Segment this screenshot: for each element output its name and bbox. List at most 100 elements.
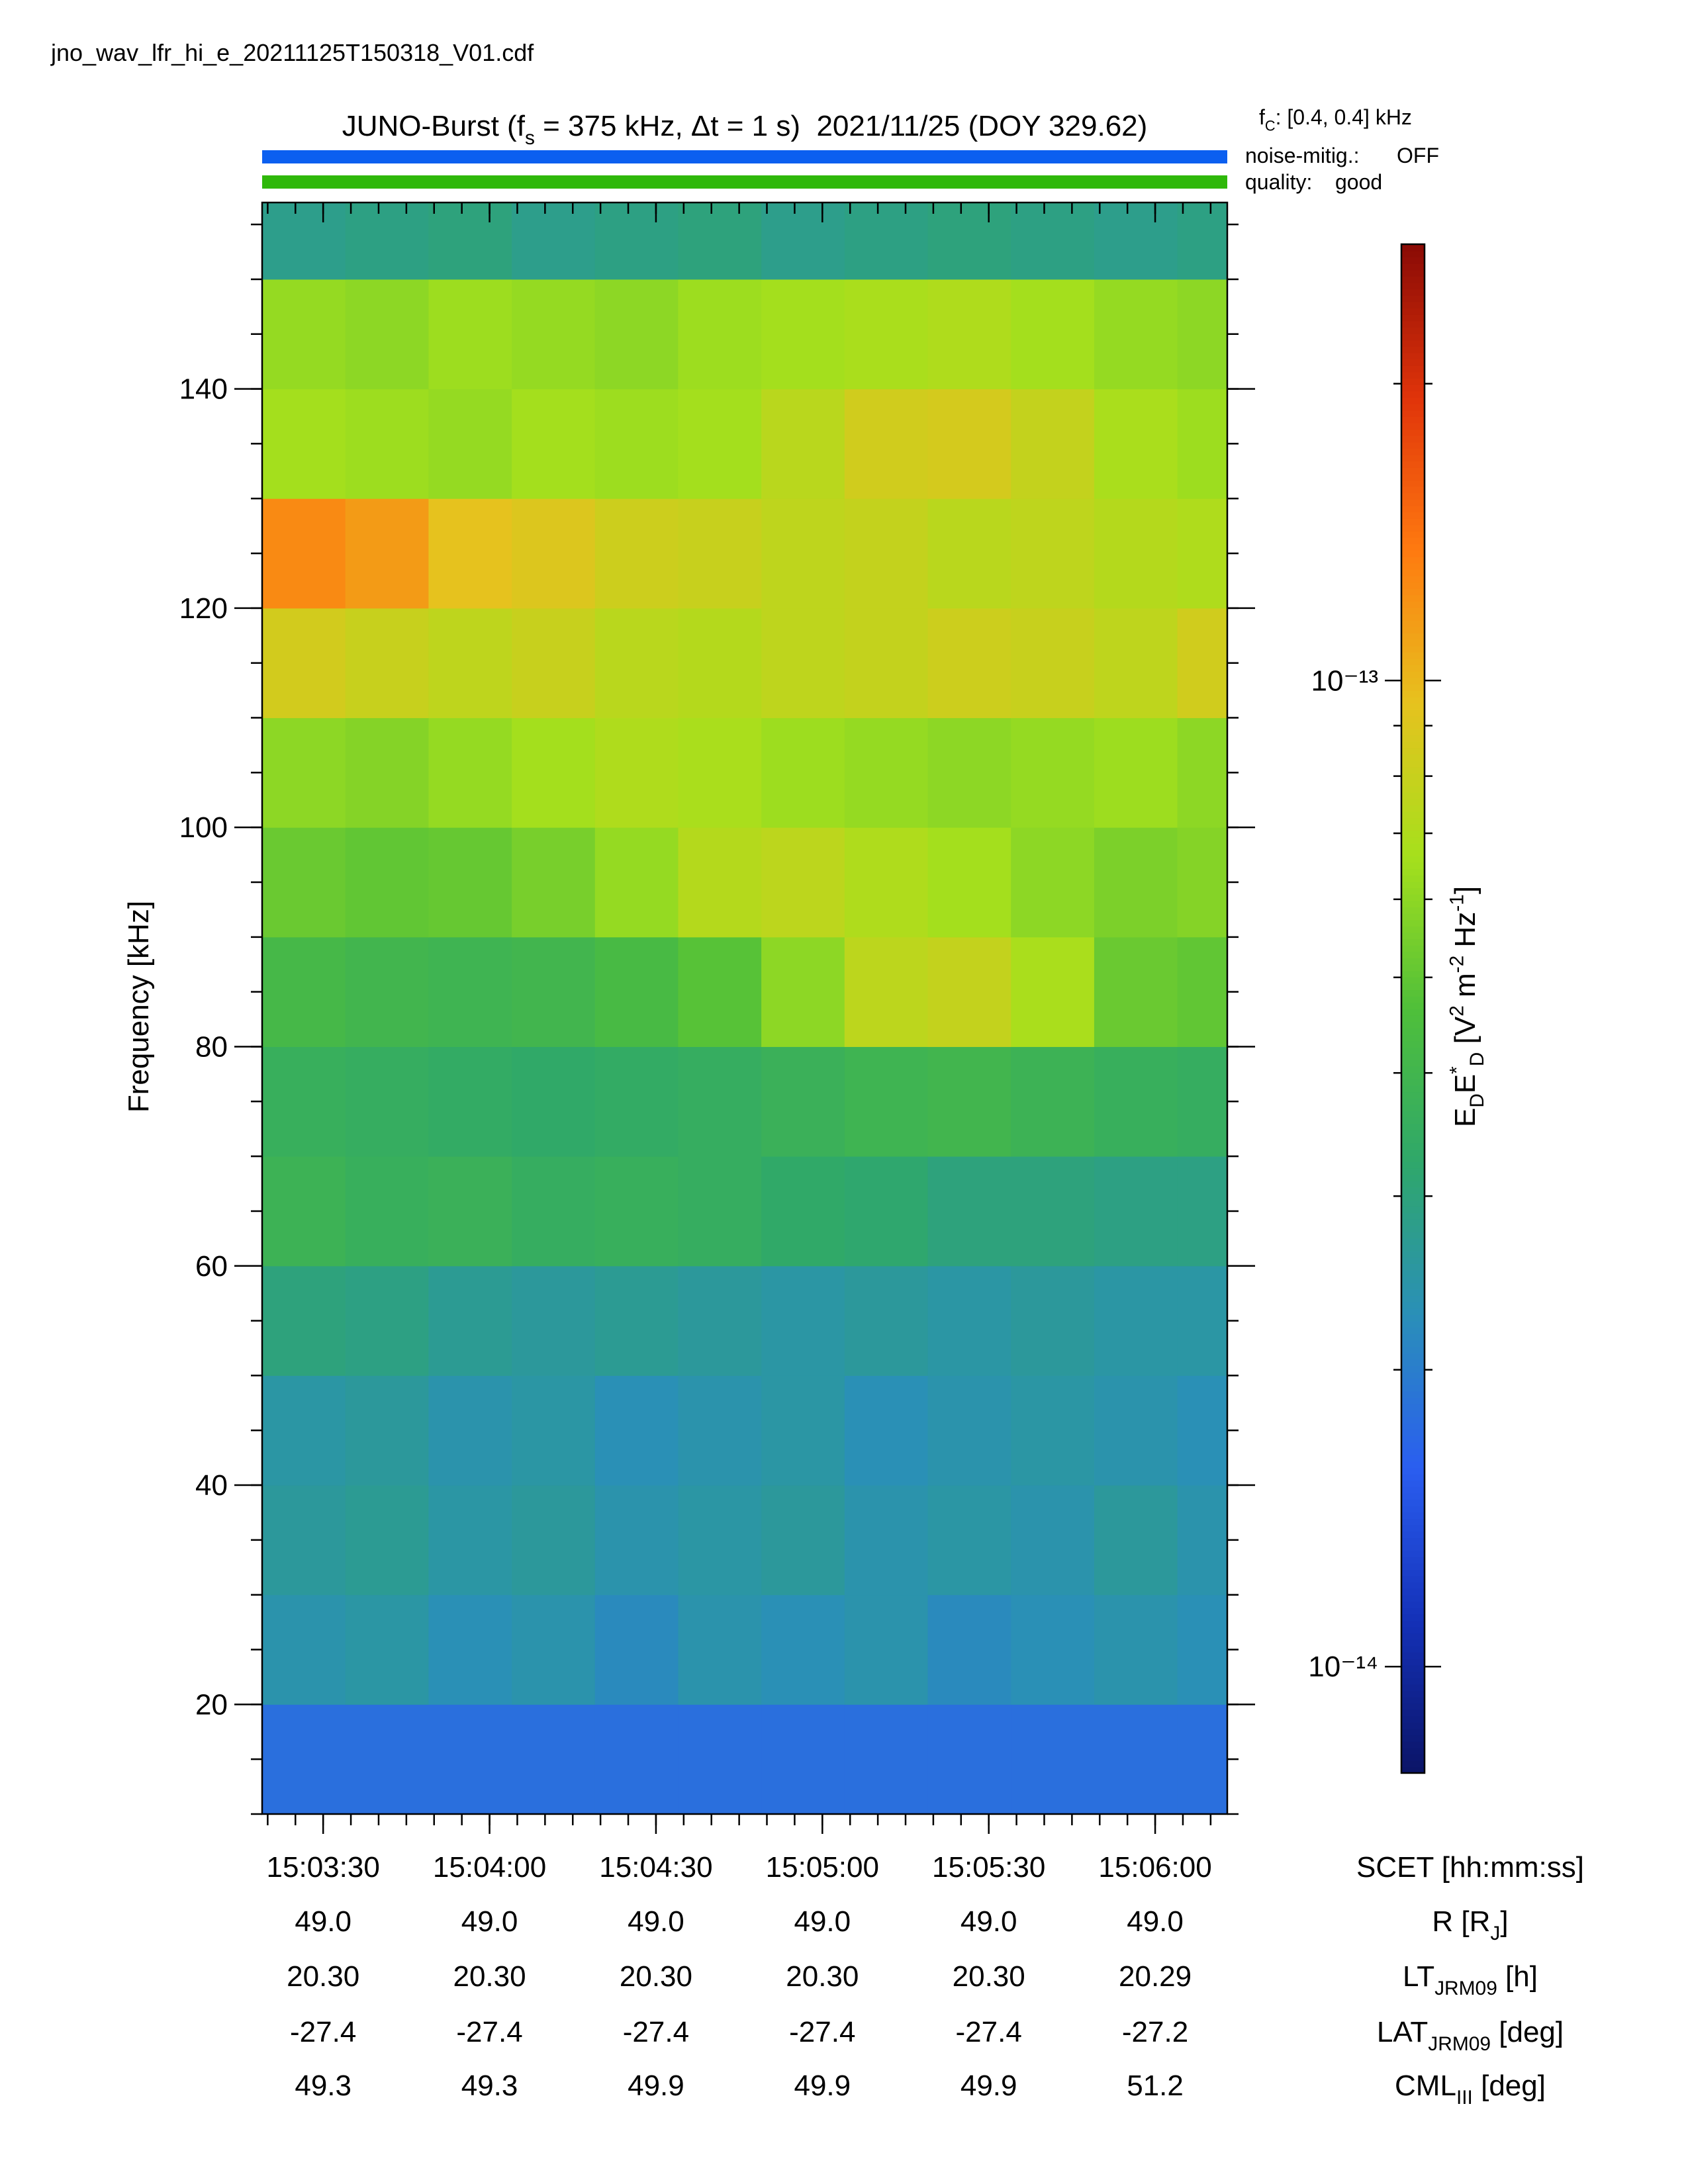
- heat-cell: [844, 1594, 929, 1705]
- colorbar-segment: [1401, 619, 1425, 627]
- colorbar-segment: [1401, 1009, 1425, 1016]
- colorbar-segment: [1401, 696, 1425, 704]
- heat-cell: [428, 1375, 512, 1486]
- heat-cell: [761, 388, 845, 499]
- heat-cell: [761, 936, 845, 1047]
- heat-cell: [844, 1046, 929, 1157]
- colorbar-segment: [1401, 1371, 1425, 1379]
- colorbar-segment: [1401, 569, 1425, 576]
- heat-cell: [262, 203, 346, 280]
- colorbar-label-part: m: [1449, 973, 1481, 1005]
- colorbar-segment: [1401, 1161, 1425, 1169]
- chart-title: JUNO-Burst (fs = 375 kHz, Δt = 1 s) 2021…: [342, 110, 1148, 149]
- x-tick-label: 15:05:00: [766, 1851, 879, 1884]
- colorbar-segment: [1401, 1524, 1425, 1532]
- colorbar-segment: [1401, 1416, 1425, 1424]
- ephemeris-value: -27.4: [956, 2016, 1022, 2048]
- colorbar-segment: [1401, 1658, 1425, 1666]
- colorbar-segment: [1401, 1601, 1425, 1608]
- heat-cell: [428, 936, 512, 1047]
- heat-cell: [1011, 717, 1095, 828]
- heat-cell: [1011, 203, 1095, 280]
- heat-cell: [262, 1485, 346, 1596]
- colorbar-segment: [1401, 308, 1425, 315]
- colorbar-segment: [1401, 1123, 1425, 1130]
- colorbar-segment: [1401, 289, 1425, 296]
- colorbar-segment: [1401, 1097, 1425, 1105]
- ephemeris-label: R [RJ]: [1432, 1905, 1508, 1944]
- heat-cell: [345, 608, 429, 719]
- fc-info: fC: [0.4, 0.4] kHz: [1259, 105, 1412, 134]
- heat-cell: [512, 1156, 596, 1267]
- heat-cell: [844, 1156, 929, 1267]
- colorbar-segment: [1401, 703, 1425, 710]
- colorbar-segment: [1401, 1664, 1425, 1672]
- heat-cell: [678, 936, 762, 1047]
- colorbar-segment: [1401, 645, 1425, 653]
- heat-cell: [345, 388, 429, 499]
- colorbar-label-part: [V: [1449, 1016, 1481, 1052]
- colorbar-segment: [1401, 798, 1425, 805]
- colorbar-segment: [1401, 772, 1425, 780]
- colorbar-segment: [1401, 1747, 1425, 1755]
- ephemeris-value: 20.30: [786, 1960, 859, 1993]
- fc-info-part: C: [1265, 118, 1276, 134]
- colorbar-segment: [1401, 1180, 1425, 1188]
- colorbar-segment: [1401, 1397, 1425, 1404]
- colorbar-segment: [1401, 1263, 1425, 1271]
- colorbar-segment: [1401, 257, 1425, 264]
- heat-cell: [761, 498, 845, 609]
- colorbar-segment: [1401, 1390, 1425, 1398]
- heat-cell: [1094, 1375, 1178, 1486]
- heat-cell: [428, 827, 512, 938]
- colorbar-segment: [1401, 390, 1425, 398]
- ephemeris-value: 49.0: [794, 1905, 851, 1938]
- colorbar-segment: [1401, 250, 1425, 258]
- heat-cell: [1177, 1046, 1228, 1157]
- heat-cell: [927, 1156, 1011, 1267]
- colorbar-segment: [1401, 359, 1425, 366]
- heat-cell: [1011, 279, 1095, 390]
- ephemeris-label-part: [deg]: [1473, 2070, 1546, 2102]
- colorbar-segment: [1401, 1715, 1425, 1723]
- colorbar-label-part: -2: [1446, 956, 1468, 974]
- colorbar-segment: [1401, 480, 1425, 487]
- colorbar-segment: [1401, 970, 1425, 978]
- colorbar-segment: [1401, 263, 1425, 271]
- colorbar-segment: [1401, 1129, 1425, 1137]
- colorbar-segment: [1401, 1142, 1425, 1150]
- ephemeris-value: 49.9: [628, 2070, 684, 2102]
- colorbar-segment: [1401, 1563, 1425, 1570]
- colorbar-segment: [1401, 1703, 1425, 1710]
- fc-info-part: f: [1259, 105, 1265, 129]
- y-tick-label: 120: [179, 592, 228, 625]
- heat-cell: [761, 1046, 845, 1157]
- heat-cell: [1094, 1046, 1178, 1157]
- colorbar-segment: [1401, 989, 1425, 997]
- colorbar-segment: [1401, 601, 1425, 608]
- colorbar-segment: [1401, 670, 1425, 678]
- heat-cell: [594, 717, 679, 828]
- colorbar-segment: [1401, 868, 1425, 876]
- colorbar-segment: [1401, 320, 1425, 328]
- colorbar-segment: [1401, 1320, 1425, 1328]
- colorbar-segment: [1401, 1225, 1425, 1232]
- heat-cell: [262, 1375, 346, 1486]
- colorbar-segment: [1401, 492, 1425, 500]
- heat-cell: [594, 827, 679, 938]
- colorbar-segment: [1401, 1473, 1425, 1481]
- heat-cell: [262, 608, 346, 719]
- colorbar-segment: [1401, 1512, 1425, 1519]
- x-tick-label: 15:03:30: [267, 1851, 380, 1884]
- colorbar-segment: [1401, 633, 1425, 640]
- heat-cell: [927, 608, 1011, 719]
- colorbar-segment: [1401, 684, 1425, 691]
- colorbar-segment: [1401, 1480, 1425, 1487]
- heat-cell: [345, 1485, 429, 1596]
- heat-cell: [927, 1046, 1011, 1157]
- heat-cell: [844, 279, 929, 390]
- colorbar-segment: [1401, 467, 1425, 475]
- heat-cell: [844, 388, 929, 499]
- heat-cell: [1011, 1156, 1095, 1267]
- colorbar-segment: [1401, 1327, 1425, 1334]
